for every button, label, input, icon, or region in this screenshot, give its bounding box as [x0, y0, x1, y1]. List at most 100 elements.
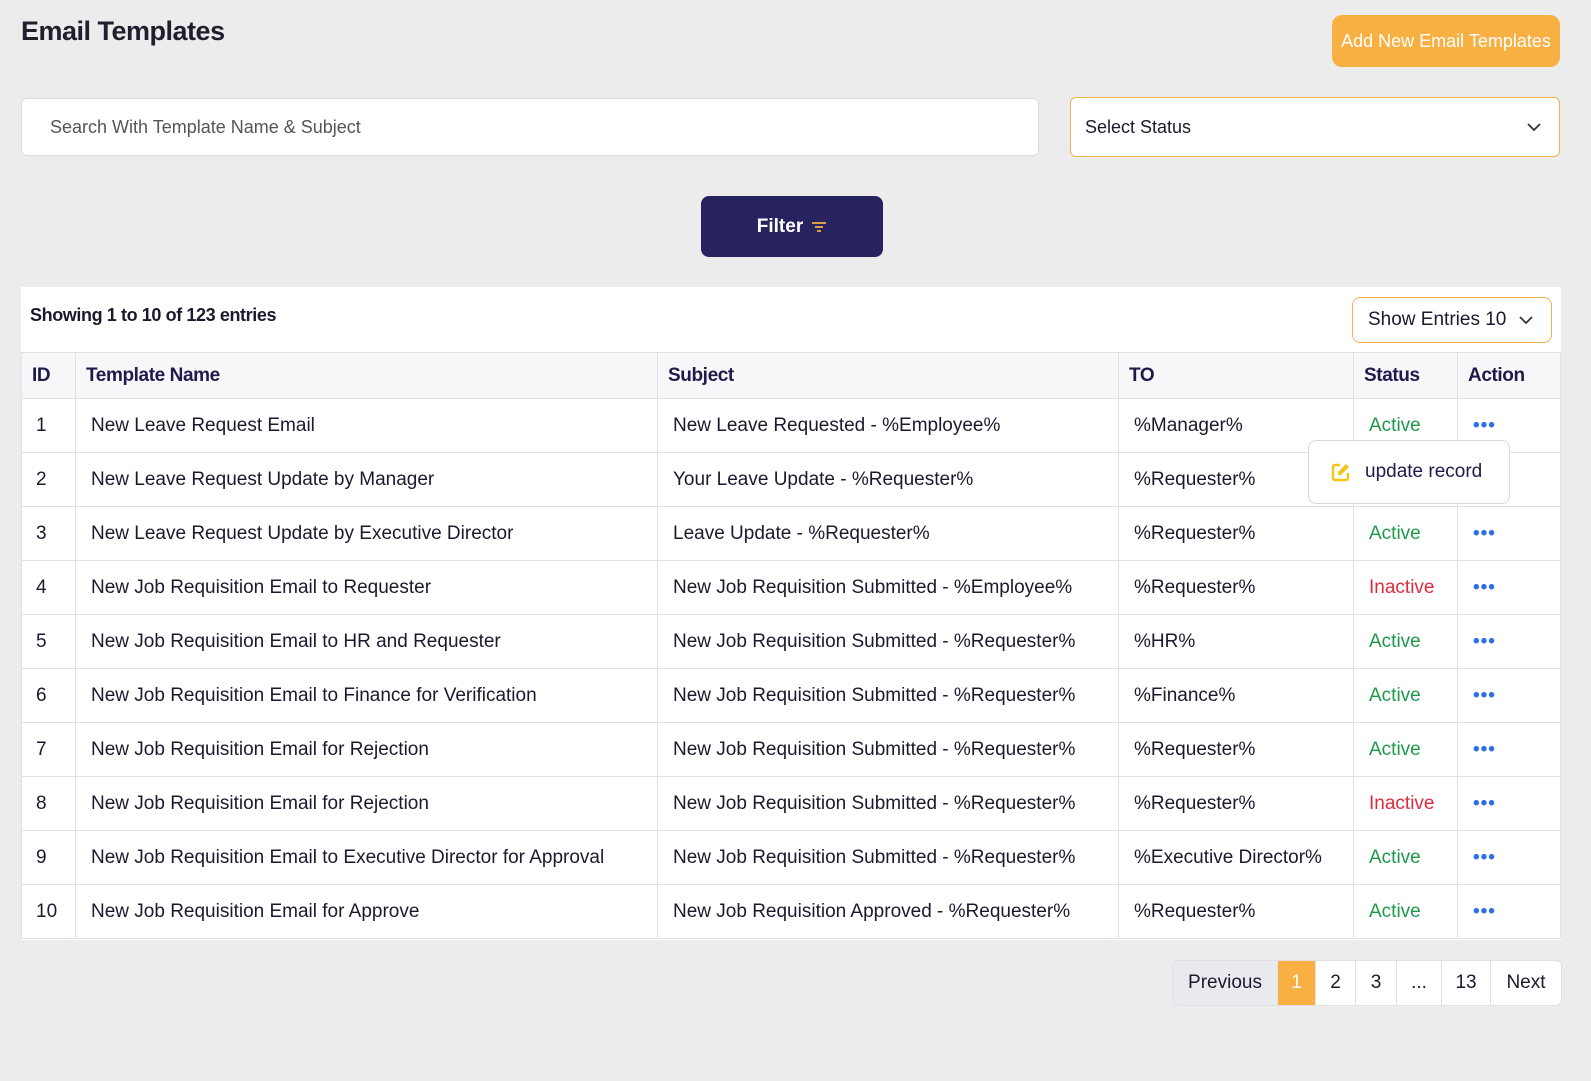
cell-template-name: New Job Requisition Email for Rejection: [75, 776, 658, 831]
update-record-label: update record: [1365, 461, 1483, 482]
cell-id: 10: [21, 884, 76, 939]
cell-subject: New Job Requisition Approved - %Requeste…: [657, 884, 1119, 939]
cell-to: %Requester%: [1118, 884, 1354, 939]
cell-template-name: New Leave Request Email: [75, 398, 658, 453]
cell-to: %Requester%: [1118, 506, 1354, 561]
table-row: 5 New Job Requisition Email to HR and Re…: [21, 614, 1561, 669]
col-id: ID: [21, 352, 76, 399]
col-template-name: Template Name: [75, 352, 658, 399]
cell-action: •••: [1457, 614, 1561, 669]
more-actions-icon[interactable]: •••: [1473, 792, 1496, 814]
show-entries-label: Show Entries 10: [1368, 309, 1507, 330]
table-row: 4 New Job Requisition Email to Requester…: [21, 560, 1561, 615]
page-ellipsis: ...: [1396, 961, 1441, 1005]
more-actions-icon[interactable]: •••: [1473, 576, 1496, 598]
cell-to: %Requester%: [1118, 722, 1354, 777]
add-template-button[interactable]: Add New Email Templates: [1332, 15, 1560, 67]
page-13[interactable]: 13: [1441, 961, 1490, 1005]
more-actions-icon[interactable]: •••: [1473, 522, 1496, 544]
more-actions-icon[interactable]: •••: [1473, 846, 1496, 868]
filter-button[interactable]: Filter: [701, 196, 883, 257]
cell-id: 8: [21, 776, 76, 831]
previous-button[interactable]: Previous: [1173, 961, 1277, 1005]
filter-icon: [812, 221, 827, 232]
col-subject: Subject: [657, 352, 1119, 399]
col-action: Action: [1457, 352, 1561, 399]
more-actions-icon[interactable]: •••: [1473, 900, 1496, 922]
cell-to: %HR%: [1118, 614, 1354, 669]
cell-action: •••: [1457, 560, 1561, 615]
cell-action: •••: [1457, 506, 1561, 561]
cell-to: %Requester%: [1118, 776, 1354, 831]
cell-id: 5: [21, 614, 76, 669]
cell-subject: Leave Update - %Requester%: [657, 506, 1119, 561]
status-badge: Inactive: [1353, 560, 1458, 615]
chevron-down-icon: [1519, 315, 1533, 324]
cell-id: 9: [21, 830, 76, 885]
page-3[interactable]: 3: [1355, 961, 1396, 1005]
cell-id: 7: [21, 722, 76, 777]
cell-id: 4: [21, 560, 76, 615]
cell-action: •••: [1457, 776, 1561, 831]
cell-id: 1: [21, 398, 76, 453]
filter-label: Filter: [756, 215, 804, 237]
cell-template-name: New Job Requisition Email to HR and Requ…: [75, 614, 658, 669]
cell-to: %Requester%: [1118, 560, 1354, 615]
table-row: 3 New Leave Request Update by Executive …: [21, 506, 1561, 561]
cell-template-name: New Job Requisition Email for Rejection: [75, 722, 658, 777]
cell-template-name: New Job Requisition Email to Finance for…: [75, 668, 658, 723]
more-actions-icon[interactable]: •••: [1473, 414, 1496, 436]
cell-action: •••: [1457, 884, 1561, 939]
cell-template-name: New Job Requisition Email to Requester: [75, 560, 658, 615]
table-row: 9 New Job Requisition Email to Executive…: [21, 830, 1561, 885]
page-2[interactable]: 2: [1315, 961, 1355, 1005]
cell-action: •••: [1457, 830, 1561, 885]
status-select-label: Select Status: [1085, 116, 1192, 137]
pagination: Previous 1 2 3 ... 13 Next: [1172, 960, 1562, 1006]
edit-icon: [1331, 463, 1350, 482]
action-popup[interactable]: update record: [1308, 440, 1510, 504]
cell-template-name: New Job Requisition Email to Executive D…: [75, 830, 658, 885]
table-row: 7 New Job Requisition Email for Rejectio…: [21, 722, 1561, 777]
cell-template-name: New Leave Request Update by Manager: [75, 452, 658, 507]
more-actions-icon[interactable]: •••: [1473, 684, 1496, 706]
more-actions-icon[interactable]: •••: [1473, 630, 1496, 652]
search-input[interactable]: [21, 98, 1039, 156]
cell-to: %Executive Director%: [1118, 830, 1354, 885]
cell-to: %Finance%: [1118, 668, 1354, 723]
table-row: 8 New Job Requisition Email for Rejectio…: [21, 776, 1561, 831]
status-badge: Active: [1353, 722, 1458, 777]
cell-id: 6: [21, 668, 76, 723]
cell-subject: New Job Requisition Submitted - %Employe…: [657, 560, 1119, 615]
table-row: 6 New Job Requisition Email to Finance f…: [21, 668, 1561, 723]
templates-card: Showing 1 to 10 of 123 entries Show Entr…: [21, 287, 1561, 940]
page-1[interactable]: 1: [1277, 961, 1315, 1005]
more-actions-icon[interactable]: •••: [1473, 738, 1496, 760]
cell-subject: New Job Requisition Submitted - %Request…: [657, 776, 1119, 831]
table-row: 10 New Job Requisition Email for Approve…: [21, 884, 1561, 939]
cell-subject: New Job Requisition Submitted - %Request…: [657, 830, 1119, 885]
table-row: 1 New Leave Request Email New Leave Requ…: [21, 398, 1561, 453]
show-entries-select[interactable]: Show Entries 10: [1352, 297, 1552, 343]
cell-template-name: New Leave Request Update by Executive Di…: [75, 506, 658, 561]
page-title: Email Templates: [21, 16, 225, 46]
cell-action: •••: [1457, 668, 1561, 723]
status-select[interactable]: Select Status: [1070, 97, 1560, 157]
cell-id: 3: [21, 506, 76, 561]
chevron-down-icon: [1527, 122, 1541, 131]
next-button[interactable]: Next: [1490, 961, 1561, 1005]
cell-id: 2: [21, 452, 76, 507]
cell-subject: New Job Requisition Submitted - %Request…: [657, 668, 1119, 723]
status-badge: Active: [1353, 830, 1458, 885]
col-status: Status: [1353, 352, 1458, 399]
cell-template-name: New Job Requisition Email for Approve: [75, 884, 658, 939]
status-badge: Active: [1353, 506, 1458, 561]
cell-subject: New Job Requisition Submitted - %Request…: [657, 614, 1119, 669]
showing-entries: Showing 1 to 10 of 123 entries: [30, 305, 277, 325]
status-badge: Active: [1353, 884, 1458, 939]
status-badge: Inactive: [1353, 776, 1458, 831]
status-badge: Active: [1353, 668, 1458, 723]
cell-action: •••: [1457, 722, 1561, 777]
cell-subject: New Job Requisition Submitted - %Request…: [657, 722, 1119, 777]
cell-subject: New Leave Requested - %Employee%: [657, 398, 1119, 453]
